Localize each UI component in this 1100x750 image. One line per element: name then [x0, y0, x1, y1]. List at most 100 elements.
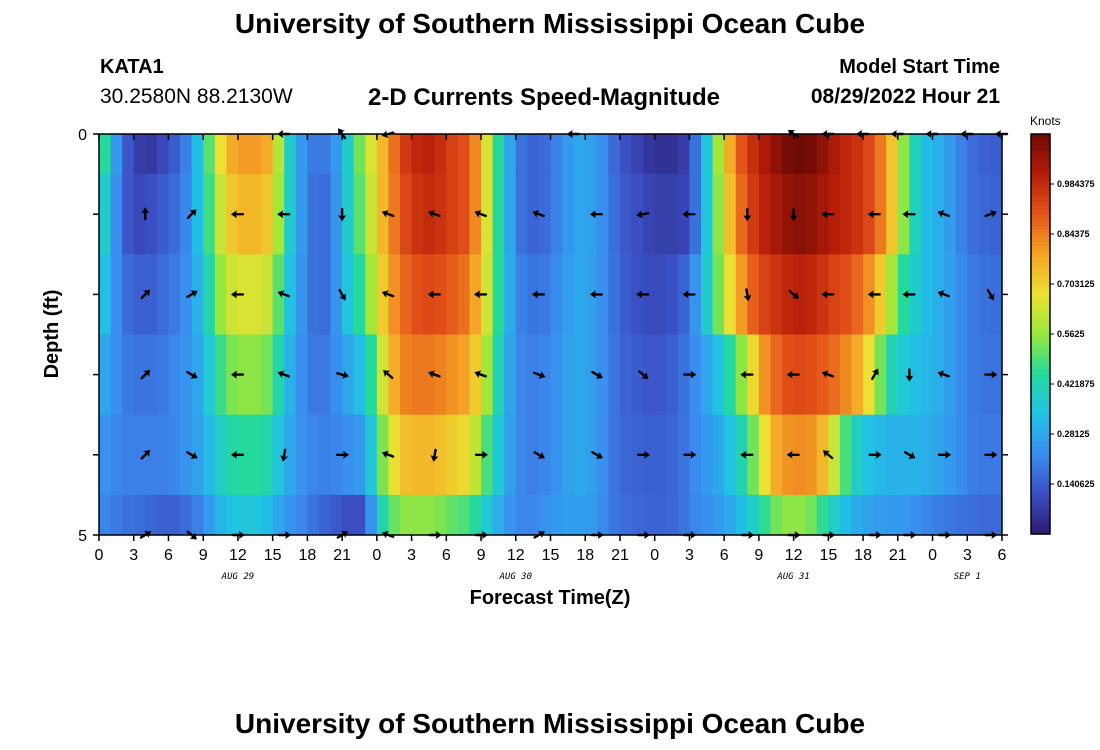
heatmap-cell	[272, 134, 285, 175]
heatmap-cell	[550, 254, 563, 336]
heatmap-cell	[851, 414, 864, 496]
heatmap-cell	[828, 134, 841, 175]
colorbar-segment	[1031, 282, 1050, 287]
y-tick-label: 0	[78, 127, 87, 144]
heatmap-cell	[446, 334, 459, 416]
heatmap-cell	[168, 414, 181, 496]
x-tick-label: 15	[819, 547, 837, 564]
colorbar-segment	[1031, 470, 1050, 475]
colorbar-segment	[1031, 182, 1050, 187]
current-vector-arrow	[984, 450, 998, 459]
heatmap-cell	[897, 134, 910, 175]
colorbar-segment	[1031, 458, 1050, 463]
heatmap-cell	[110, 414, 123, 496]
current-vector-arrow	[821, 370, 835, 379]
heatmap-cell	[180, 414, 193, 496]
heatmap-cell	[886, 334, 899, 416]
heatmap-cell	[133, 134, 146, 175]
colorbar-segment	[1031, 482, 1050, 487]
heatmap-cell	[538, 494, 552, 535]
heatmap-cell	[330, 174, 343, 255]
heatmap-cell	[909, 494, 922, 535]
heatmap-cell	[793, 494, 806, 535]
heatmap-cell	[666, 414, 679, 496]
heatmap-cell	[978, 174, 992, 255]
current-vector-arrow	[902, 210, 916, 219]
heatmap-cell	[897, 494, 910, 535]
heatmap-cell	[839, 134, 853, 175]
colorbar-segment	[1031, 254, 1050, 259]
heatmap-cell	[909, 134, 922, 175]
current-vector-arrow	[186, 370, 198, 379]
heatmap-cell	[411, 254, 424, 336]
heatmap-cell	[481, 334, 494, 416]
heatmap-cell	[411, 494, 424, 535]
heatmap-cell	[747, 174, 760, 255]
x-tick-label: 0	[928, 547, 937, 564]
colorbar-tick-label: 0.140625	[1057, 479, 1095, 489]
heatmap-cell	[562, 254, 575, 336]
heatmap-cell	[365, 134, 378, 175]
heatmap-cell	[145, 334, 158, 416]
current-vector-arrow	[867, 210, 881, 219]
heatmap-cell	[863, 334, 876, 416]
current-vector-arrow	[338, 207, 347, 222]
heatmap-cell	[99, 414, 112, 496]
heatmap-cell	[99, 174, 112, 255]
heatmap-cell	[782, 254, 795, 336]
colorbar-segment	[1031, 262, 1050, 267]
colorbar-tick-label: 0.984375	[1057, 179, 1095, 189]
heatmap-cell	[492, 174, 505, 255]
colorbar-segment	[1031, 222, 1050, 227]
heatmap-cell	[191, 174, 204, 255]
heatmap-cell	[423, 134, 436, 175]
heatmap-cell	[284, 414, 297, 496]
heatmap-cell	[99, 254, 112, 336]
heatmap-cell	[330, 254, 343, 336]
heatmap-cell	[342, 334, 355, 416]
heatmap-cell	[527, 414, 540, 496]
heatmap-cell	[527, 134, 540, 175]
colorbar-segment	[1031, 326, 1050, 331]
colorbar-segment	[1031, 494, 1050, 499]
current-vector-arrow	[789, 207, 798, 222]
colorbar-segment	[1031, 394, 1050, 399]
x-axis: 0 3 6 9 12 15 18 21 0 3 6 9 12 15 18 21 0 3 6 9 12 15 18 21 0 3 6 A…	[95, 134, 1007, 582]
heatmap-cell	[133, 174, 146, 255]
colorbar-segment	[1031, 178, 1050, 183]
x-tick-label: 3	[129, 547, 138, 564]
heatmap-cell	[365, 174, 378, 255]
colorbar-segment	[1031, 290, 1050, 295]
heatmap-cell	[295, 414, 308, 496]
colorbar-segment	[1031, 338, 1050, 343]
current-vector-arrow	[868, 450, 882, 459]
heatmap-cell	[457, 494, 471, 535]
heatmap-cell	[180, 254, 193, 336]
heatmap-cell	[932, 254, 945, 336]
colorbar-segment	[1031, 270, 1050, 275]
current-vector-arrow	[822, 450, 834, 460]
heatmap-cell	[457, 174, 471, 255]
day-label: SEP 1	[954, 572, 981, 582]
heatmap-cell	[909, 334, 922, 416]
colorbar-segment	[1031, 210, 1050, 215]
heatmap-cell	[214, 494, 227, 535]
heatmap-cell	[249, 254, 262, 336]
heatmap-cell	[376, 174, 390, 255]
colorbar-segment	[1031, 174, 1050, 179]
heatmap-cell	[191, 494, 204, 535]
x-tick-label: 21	[611, 547, 629, 564]
heatmap-cell	[122, 334, 135, 416]
heatmap-cell	[342, 134, 355, 175]
current-vector-arrow	[788, 289, 799, 299]
heatmap-cell	[110, 334, 123, 416]
heatmap-cell	[457, 134, 471, 175]
heatmap-cells	[99, 134, 1002, 535]
heatmap-cell	[712, 414, 725, 496]
heatmap-cell	[944, 494, 957, 535]
heatmap-cell	[550, 414, 563, 496]
heatmap-cell	[608, 254, 621, 336]
heatmap-cell	[365, 254, 378, 336]
heatmap-cell	[666, 494, 679, 535]
heatmap-cell	[701, 494, 714, 535]
